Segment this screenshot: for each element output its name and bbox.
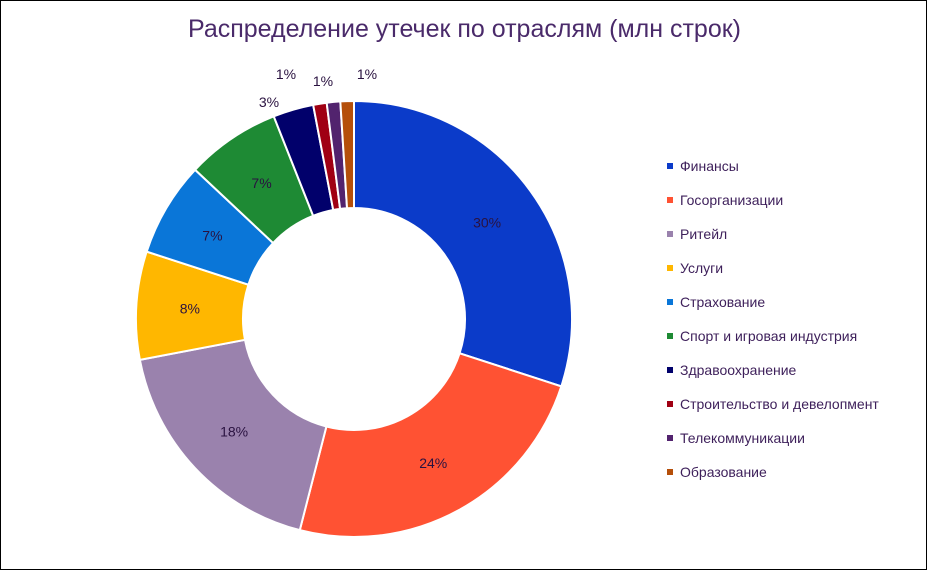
legend-swatch	[667, 367, 673, 373]
donut-slice-3	[138, 338, 328, 532]
legend-item: Услуги	[667, 251, 879, 285]
legend-item: Финансы	[667, 149, 879, 183]
legend-swatch	[667, 163, 673, 169]
chart-title: Распределение утечек по отраслям (млн ст…	[187, 15, 741, 43]
legend-label: Госорганизации	[680, 192, 784, 208]
data-label-1: 30%	[473, 214, 501, 230]
legend-item: Ритейл	[667, 217, 879, 251]
legend-swatch	[667, 231, 673, 237]
legend-item: Строительство и девелопмент	[667, 387, 879, 421]
data-label-9: 1%	[313, 73, 333, 89]
legend-label: Здравоохранение	[680, 362, 797, 378]
legend-label: Страхование	[680, 294, 766, 310]
legend-item: Госорганизации	[667, 183, 879, 217]
legend: Финансы Госорганизации Ритейл Услуги Страхов…	[667, 149, 879, 489]
legend-swatch	[667, 299, 673, 305]
data-label-3: 18%	[220, 424, 248, 440]
legend-item: Здравоохранение	[667, 353, 879, 387]
legend-swatch	[667, 265, 673, 271]
data-label-5: 7%	[202, 227, 222, 243]
legend-swatch	[667, 435, 673, 441]
data-label-7: 3%	[259, 94, 279, 110]
legend-label: Услуги	[680, 260, 724, 276]
legend-label: Ритейл	[680, 226, 728, 242]
data-label-10: 1%	[357, 66, 377, 82]
legend-item: Спорт и игровая индустрия	[667, 319, 879, 353]
legend-label: Спорт и игровая индустрия	[680, 328, 858, 344]
legend-label: Строительство и девелопмент	[680, 396, 879, 412]
legend-swatch	[667, 333, 673, 339]
legend-item: Телекоммуникации	[667, 421, 879, 455]
legend-swatch	[667, 401, 673, 407]
donut-slice-1	[353, 99, 573, 388]
donut-slice-2	[298, 352, 563, 538]
legend-item: Страхование	[667, 285, 879, 319]
data-label-4: 8%	[180, 301, 200, 317]
data-label-8: 1%	[276, 66, 296, 82]
legend-label: Телекоммуникации	[680, 430, 805, 446]
legend-label: Образование	[680, 464, 767, 480]
data-label-6: 7%	[251, 175, 271, 191]
legend-item: Образование	[667, 455, 879, 489]
legend-label: Финансы	[680, 158, 739, 174]
legend-swatch	[667, 197, 673, 203]
data-label-2: 24%	[419, 455, 447, 471]
donut-slice-10	[339, 99, 355, 210]
legend-swatch	[667, 469, 673, 475]
